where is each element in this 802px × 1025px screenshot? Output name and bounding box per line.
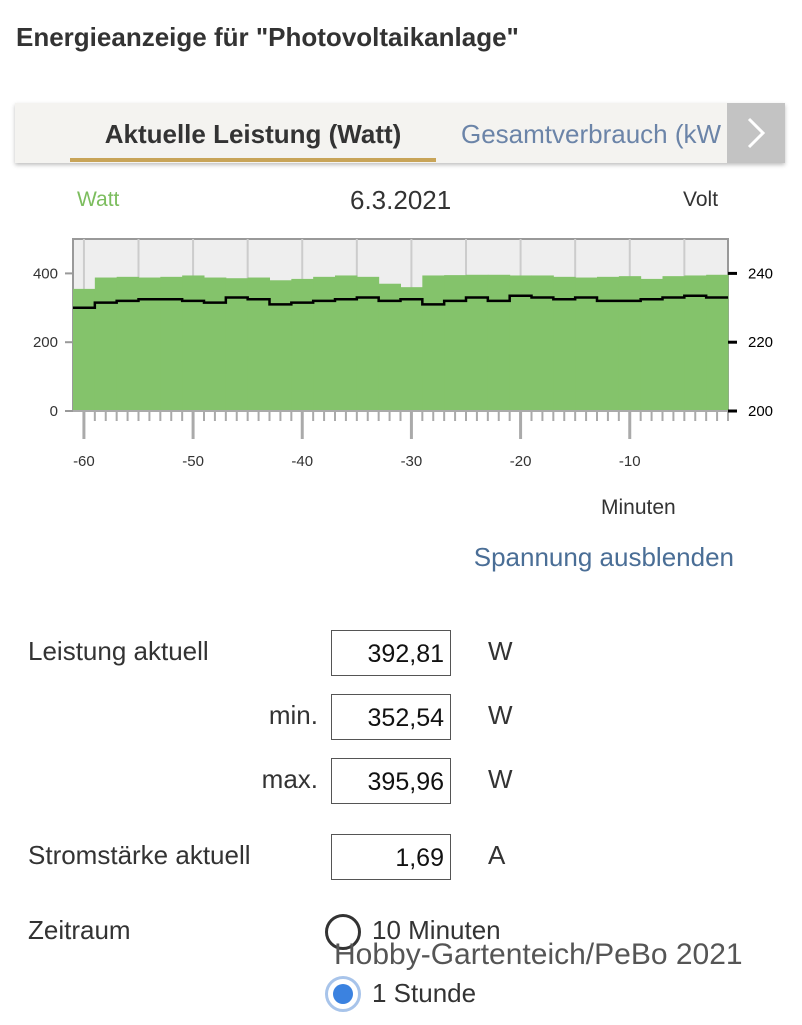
reading-value-field: 352,54 — [331, 694, 451, 740]
reading-value-field: 395,96 — [331, 758, 451, 804]
radio-10-minuten[interactable] — [325, 914, 361, 950]
tab-aktuelle-leistung[interactable]: Aktuelle Leistung (Watt) — [70, 103, 436, 163]
power-bar — [356, 276, 380, 411]
x-tick-label: -20 — [510, 453, 532, 470]
power-bar — [706, 274, 729, 411]
chart-left-axis-label: Watt — [77, 188, 120, 211]
power-bar — [291, 278, 314, 411]
power-bar — [400, 287, 423, 411]
y-right-tick-label: 200 — [748, 403, 773, 420]
chart-date: 6.3.2021 — [350, 185, 452, 215]
tab-bar: Aktuelle Leistung (Watt) Gesamtverbrauch… — [15, 103, 785, 163]
toggle-voltage-link[interactable]: Spannung ausblenden — [473, 542, 734, 572]
power-bar — [94, 277, 118, 411]
y-left-tick-label: 400 — [33, 265, 58, 282]
reading-value-field: 392,81 — [331, 630, 451, 676]
x-tick-label: -50 — [182, 453, 204, 470]
reading-label: Stromstärke aktuell — [28, 840, 251, 870]
power-bar — [225, 278, 249, 411]
power-bar — [618, 276, 642, 411]
tab-scroll-next-button[interactable] — [727, 103, 785, 163]
y-left-tick-label: 0 — [50, 403, 58, 420]
power-bar — [487, 274, 511, 411]
power-bar — [335, 275, 358, 411]
page-title: Energieanzeige für "Photovoltaikanlage" — [16, 22, 519, 52]
chart-x-axis-label: Minuten — [601, 496, 676, 519]
x-tick-label: -10 — [619, 453, 641, 470]
power-bar — [116, 276, 139, 411]
reading-label: max. — [261, 764, 318, 794]
reading-unit: W — [488, 764, 513, 794]
y-left-tick-label: 200 — [33, 334, 58, 351]
power-bar — [378, 283, 401, 411]
power-bar — [575, 277, 598, 411]
chevron-right-icon — [747, 117, 766, 149]
radio-label-1-stunde[interactable]: 1 Stunde — [372, 978, 477, 1008]
power-bar — [73, 288, 96, 411]
power-bar — [640, 278, 663, 411]
chart-right-axis-label: Volt — [683, 188, 719, 211]
x-tick-label: -30 — [401, 453, 423, 470]
power-bar — [313, 276, 336, 411]
reading-label: min. — [268, 700, 318, 730]
power-bar — [597, 276, 620, 411]
power-bar — [509, 275, 532, 411]
power-bar — [182, 275, 205, 411]
radio-label-10-minuten[interactable]: 10 Minuten — [372, 915, 501, 945]
power-bar — [204, 277, 227, 411]
x-tick-label: -40 — [291, 453, 313, 470]
power-bar — [553, 276, 576, 411]
power-bar — [160, 276, 183, 411]
y-right-tick-label: 220 — [748, 334, 773, 351]
reading-unit: W — [488, 700, 513, 730]
power-bar — [466, 274, 489, 411]
reading-unit: W — [488, 636, 513, 666]
x-tick-label: -60 — [73, 453, 95, 470]
reading-value-field: 1,69 — [331, 834, 451, 880]
y-right-tick-label: 240 — [748, 265, 773, 282]
reading-unit: A — [488, 840, 506, 870]
power-bar — [269, 280, 292, 411]
voltage-line — [73, 294, 728, 310]
power-bar — [531, 275, 554, 411]
power-bar — [422, 275, 445, 411]
power-bar — [138, 277, 161, 411]
reading-label: Leistung aktuell — [28, 636, 209, 666]
tab-gesamtverbrauch[interactable]: Gesamtverbrauch (kW — [461, 119, 722, 149]
radio-1-stunde[interactable] — [325, 976, 361, 1012]
power-bar — [684, 275, 707, 411]
power-bar — [444, 275, 467, 411]
power-bar — [662, 276, 685, 411]
watermark-text: Hobby-Gartenteich/PeBo 2021 — [334, 938, 743, 971]
power-chart: -60 -50 -40 -30 -20 -10 0 200 400 200 220 240 — [33, 238, 773, 470]
power-bar — [247, 277, 270, 411]
zeitraum-label: Zeitraum — [28, 915, 131, 945]
